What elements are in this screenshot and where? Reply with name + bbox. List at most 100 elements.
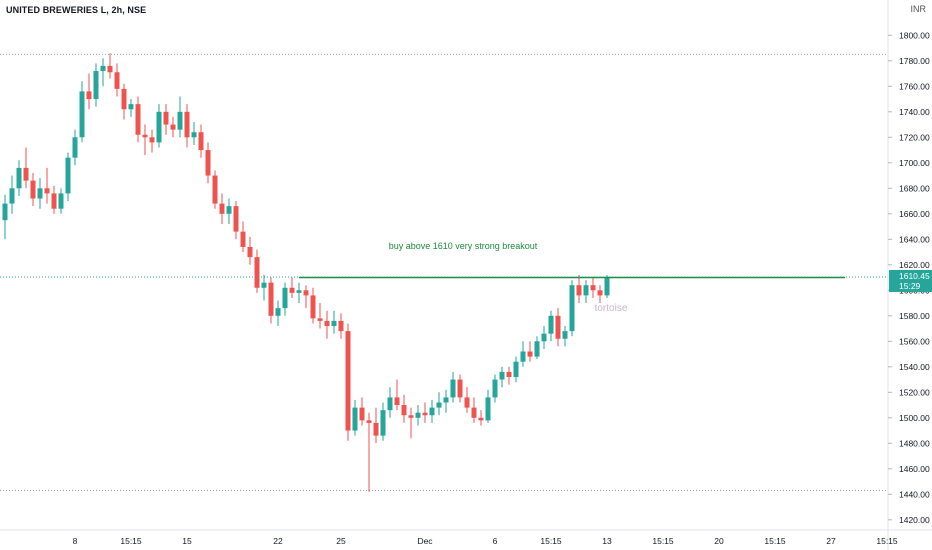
candle-body (562, 331, 568, 339)
watermark-text: tortoise (595, 303, 628, 314)
candle-body (23, 167, 29, 181)
y-tick-label: 1560.00 (899, 336, 930, 346)
candle-body (590, 285, 596, 291)
candle-body (219, 203, 225, 214)
y-tick-label: 1700.00 (899, 158, 930, 168)
candle-body (520, 351, 526, 362)
candle-body (142, 134, 148, 138)
candle-body (443, 397, 449, 403)
candle-body (65, 157, 71, 194)
x-tick-label: 22 (273, 536, 283, 546)
time-axis[interactable]: ov815:15152225Dec615:151315:152015:15271… (0, 529, 932, 546)
y-tick-label: 1800.00 (899, 30, 930, 40)
candle-body (268, 282, 274, 316)
candle-body (2, 203, 8, 221)
candle-body (471, 407, 477, 418)
x-tick-label: 20 (714, 536, 724, 546)
candle-body (282, 287, 288, 309)
candle-body (100, 65, 106, 71)
candle-body (604, 276, 610, 296)
candle-body (597, 290, 603, 296)
candle-body (331, 320, 337, 326)
candle-body (569, 285, 575, 332)
annotation-text[interactable]: buy above 1610 very strong breakout (389, 241, 538, 251)
candle-body (261, 282, 267, 288)
candle-body (184, 111, 190, 138)
candle-body (387, 397, 393, 411)
x-tick-label: 15:15 (876, 536, 898, 546)
candle-body (429, 407, 435, 416)
y-tick-label: 1680.00 (899, 183, 930, 193)
candle-body (359, 407, 365, 421)
candle-body (44, 188, 50, 194)
candle-body (338, 320, 344, 332)
currency-label: INR (910, 4, 927, 14)
y-tick-label: 1520.00 (899, 387, 930, 397)
y-tick-label: 1460.00 (899, 464, 930, 474)
candle-body (247, 246, 253, 258)
candle-body (527, 351, 533, 357)
candle-body (254, 257, 260, 288)
candle-body (37, 188, 43, 199)
y-tick-label: 1620.00 (899, 260, 930, 270)
y-tick-label: 1420.00 (899, 515, 930, 525)
candle-body (58, 193, 64, 209)
candle-body (464, 397, 470, 408)
candle-body (156, 111, 162, 143)
candle-body (303, 290, 309, 296)
y-tick-label: 1740.00 (899, 107, 930, 117)
candle-body (177, 111, 183, 130)
candle-body (289, 287, 295, 293)
annotation-layer: buy above 1610 very strong breakout torto… (0, 241, 888, 314)
last-price-value: 1610.45 (899, 271, 930, 281)
candle-body (170, 124, 176, 130)
candle-body (135, 104, 141, 135)
candle-body (548, 315, 554, 334)
x-tick-label: 15 (182, 536, 192, 546)
price-axis[interactable]: 1420.00 1440.00 1460.00 1480.00 1500.00 1520.… (887, 0, 932, 550)
candle-body (541, 333, 547, 342)
candle-body (72, 137, 78, 158)
candle-body (555, 315, 561, 339)
x-tick-label: 8 (73, 536, 78, 546)
candle-body (583, 285, 589, 296)
candle-body (492, 379, 498, 398)
candle-body (408, 415, 414, 418)
candles-layer (2, 53, 610, 492)
y-tick-label: 1500.00 (899, 413, 930, 423)
candle-body (345, 331, 351, 431)
horizontal-levels (0, 53, 888, 491)
candle-body (128, 104, 134, 110)
candle-body (352, 407, 358, 431)
candle-body (30, 180, 36, 199)
y-tick-label: 1660.00 (899, 209, 930, 219)
candle-body (275, 308, 281, 316)
candle-body (380, 410, 386, 436)
x-tick-label: Dec (417, 536, 433, 546)
candle-body (499, 371, 505, 380)
candle-body (212, 175, 218, 204)
candle-body (114, 72, 120, 89)
x-tick-label: 15:15 (652, 536, 674, 546)
x-tick-label: 25 (336, 536, 346, 546)
candle-body (9, 188, 15, 204)
y-tick-label: 1480.00 (899, 438, 930, 448)
candle-body (478, 417, 484, 421)
candle-body (401, 405, 407, 416)
candle-body (240, 231, 246, 247)
candle-body (79, 91, 85, 138)
candle-body (205, 150, 211, 176)
candle-body (513, 361, 519, 377)
candle-body (149, 137, 155, 143)
candle-body (534, 341, 540, 357)
y-tick-label: 1780.00 (899, 56, 930, 66)
candle-body (191, 132, 197, 138)
candle-body (121, 88, 127, 110)
candle-body (296, 290, 302, 293)
candle-body (51, 193, 57, 209)
x-tick-label: 15:15 (764, 536, 786, 546)
candle-body (415, 412, 421, 418)
candle-body (86, 91, 92, 100)
candle-body (107, 65, 113, 73)
